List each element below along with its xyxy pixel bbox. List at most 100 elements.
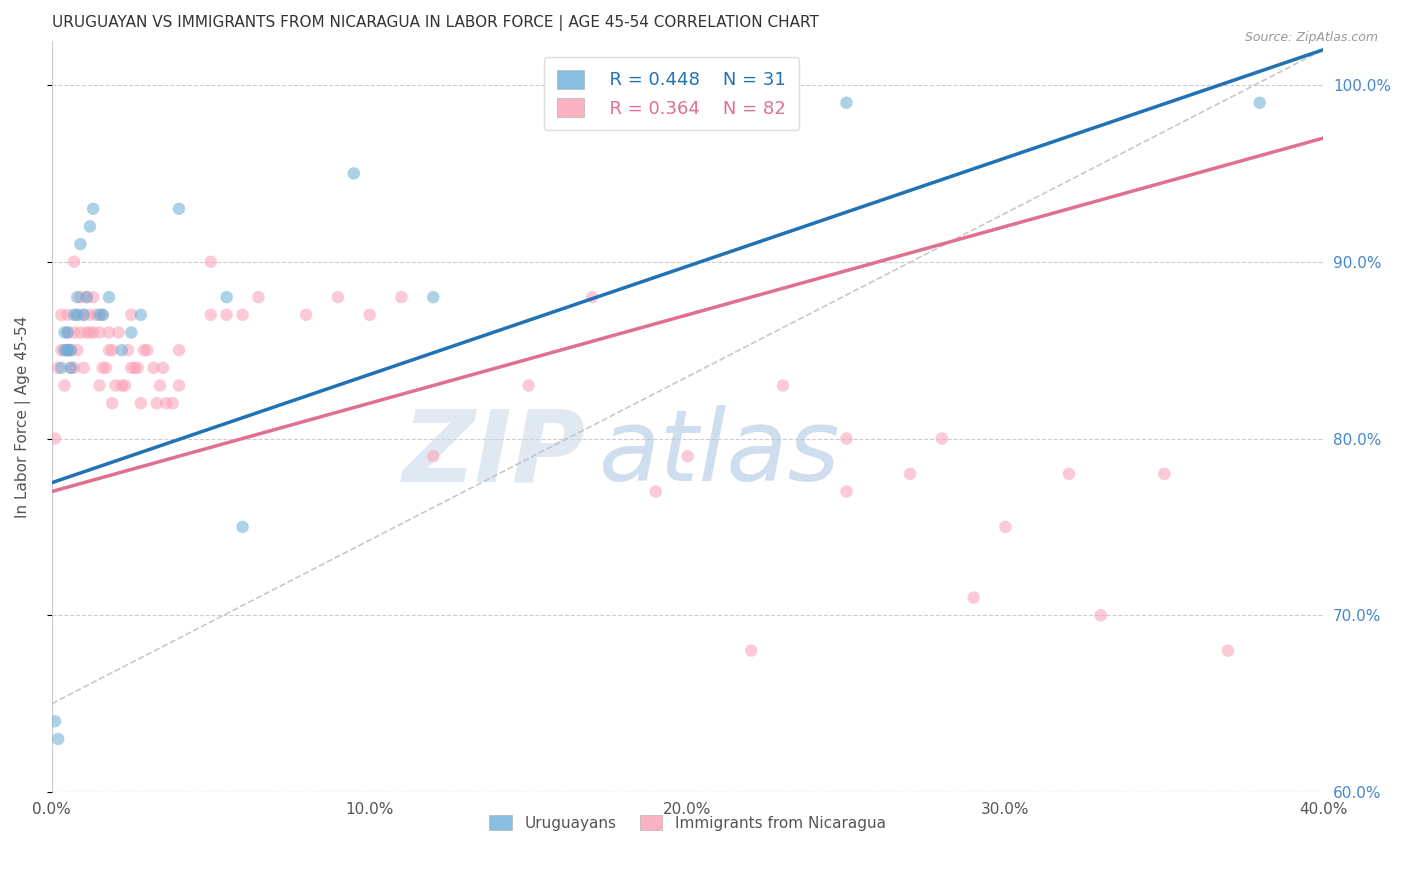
Point — [740, 643, 762, 657]
Point — [232, 308, 254, 322]
Point — [101, 343, 124, 358]
Point — [114, 378, 136, 392]
Point — [101, 396, 124, 410]
Point — [66, 343, 89, 358]
Point — [145, 396, 167, 410]
Point — [111, 343, 134, 358]
Point — [215, 308, 238, 322]
Point — [111, 378, 134, 392]
Point — [422, 449, 444, 463]
Point — [124, 360, 146, 375]
Point — [89, 378, 111, 392]
Point — [120, 360, 142, 375]
Point — [79, 326, 101, 340]
Point — [66, 308, 89, 322]
Point — [76, 326, 98, 340]
Text: URUGUAYAN VS IMMIGRANTS FROM NICARAGUA IN LABOR FORCE | AGE 45-54 CORRELATION CH: URUGUAYAN VS IMMIGRANTS FROM NICARAGUA I… — [52, 15, 818, 31]
Point — [63, 360, 86, 375]
Point — [1090, 608, 1112, 623]
Point — [56, 343, 79, 358]
Point — [76, 290, 98, 304]
Point — [132, 343, 155, 358]
Point — [72, 360, 94, 375]
Point — [51, 360, 73, 375]
Point — [898, 467, 921, 481]
Point — [200, 254, 222, 268]
Point — [167, 202, 190, 216]
Point — [53, 378, 76, 392]
Point — [89, 308, 111, 322]
Point — [91, 308, 114, 322]
Point — [94, 360, 117, 375]
Point — [59, 360, 82, 375]
Point — [152, 360, 174, 375]
Point — [56, 343, 79, 358]
Point — [127, 360, 149, 375]
Point — [581, 290, 603, 304]
Point — [72, 308, 94, 322]
Point — [69, 290, 91, 304]
Point — [59, 343, 82, 358]
Text: Source: ZipAtlas.com: Source: ZipAtlas.com — [1244, 31, 1378, 45]
Point — [215, 290, 238, 304]
Point — [167, 343, 190, 358]
Point — [98, 326, 121, 340]
Point — [120, 326, 142, 340]
Point — [136, 343, 159, 358]
Point — [51, 343, 73, 358]
Point — [142, 360, 165, 375]
Text: ZIP: ZIP — [404, 406, 586, 502]
Point — [1057, 467, 1080, 481]
Point — [56, 308, 79, 322]
Point — [69, 237, 91, 252]
Point — [343, 166, 366, 180]
Point — [56, 326, 79, 340]
Y-axis label: In Labor Force | Age 45-54: In Labor Force | Age 45-54 — [15, 315, 31, 517]
Point — [82, 290, 104, 304]
Point — [53, 343, 76, 358]
Point — [155, 396, 177, 410]
Point — [76, 290, 98, 304]
Point — [63, 254, 86, 268]
Point — [66, 290, 89, 304]
Point — [391, 290, 413, 304]
Point — [44, 432, 66, 446]
Point — [162, 396, 184, 410]
Point — [53, 326, 76, 340]
Point — [1153, 467, 1175, 481]
Point — [422, 290, 444, 304]
Point — [644, 484, 666, 499]
Point — [51, 308, 73, 322]
Point — [200, 308, 222, 322]
Point — [63, 326, 86, 340]
Point — [53, 343, 76, 358]
Point — [44, 714, 66, 729]
Point — [149, 378, 172, 392]
Point — [98, 290, 121, 304]
Point — [82, 202, 104, 216]
Point — [46, 731, 69, 746]
Point — [994, 520, 1017, 534]
Point — [66, 308, 89, 322]
Point — [59, 343, 82, 358]
Point — [98, 343, 121, 358]
Point — [167, 378, 190, 392]
Point — [517, 378, 540, 392]
Point — [232, 520, 254, 534]
Point — [91, 360, 114, 375]
Text: atlas: atlas — [599, 406, 841, 502]
Point — [772, 378, 794, 392]
Point — [79, 308, 101, 322]
Point — [1249, 95, 1271, 110]
Point — [835, 95, 858, 110]
Point — [326, 290, 349, 304]
Point — [129, 308, 152, 322]
Point — [835, 432, 858, 446]
Point — [129, 396, 152, 410]
Point — [359, 308, 381, 322]
Point — [56, 326, 79, 340]
Point — [82, 326, 104, 340]
Point — [295, 308, 318, 322]
Point — [107, 326, 129, 340]
Point — [59, 360, 82, 375]
